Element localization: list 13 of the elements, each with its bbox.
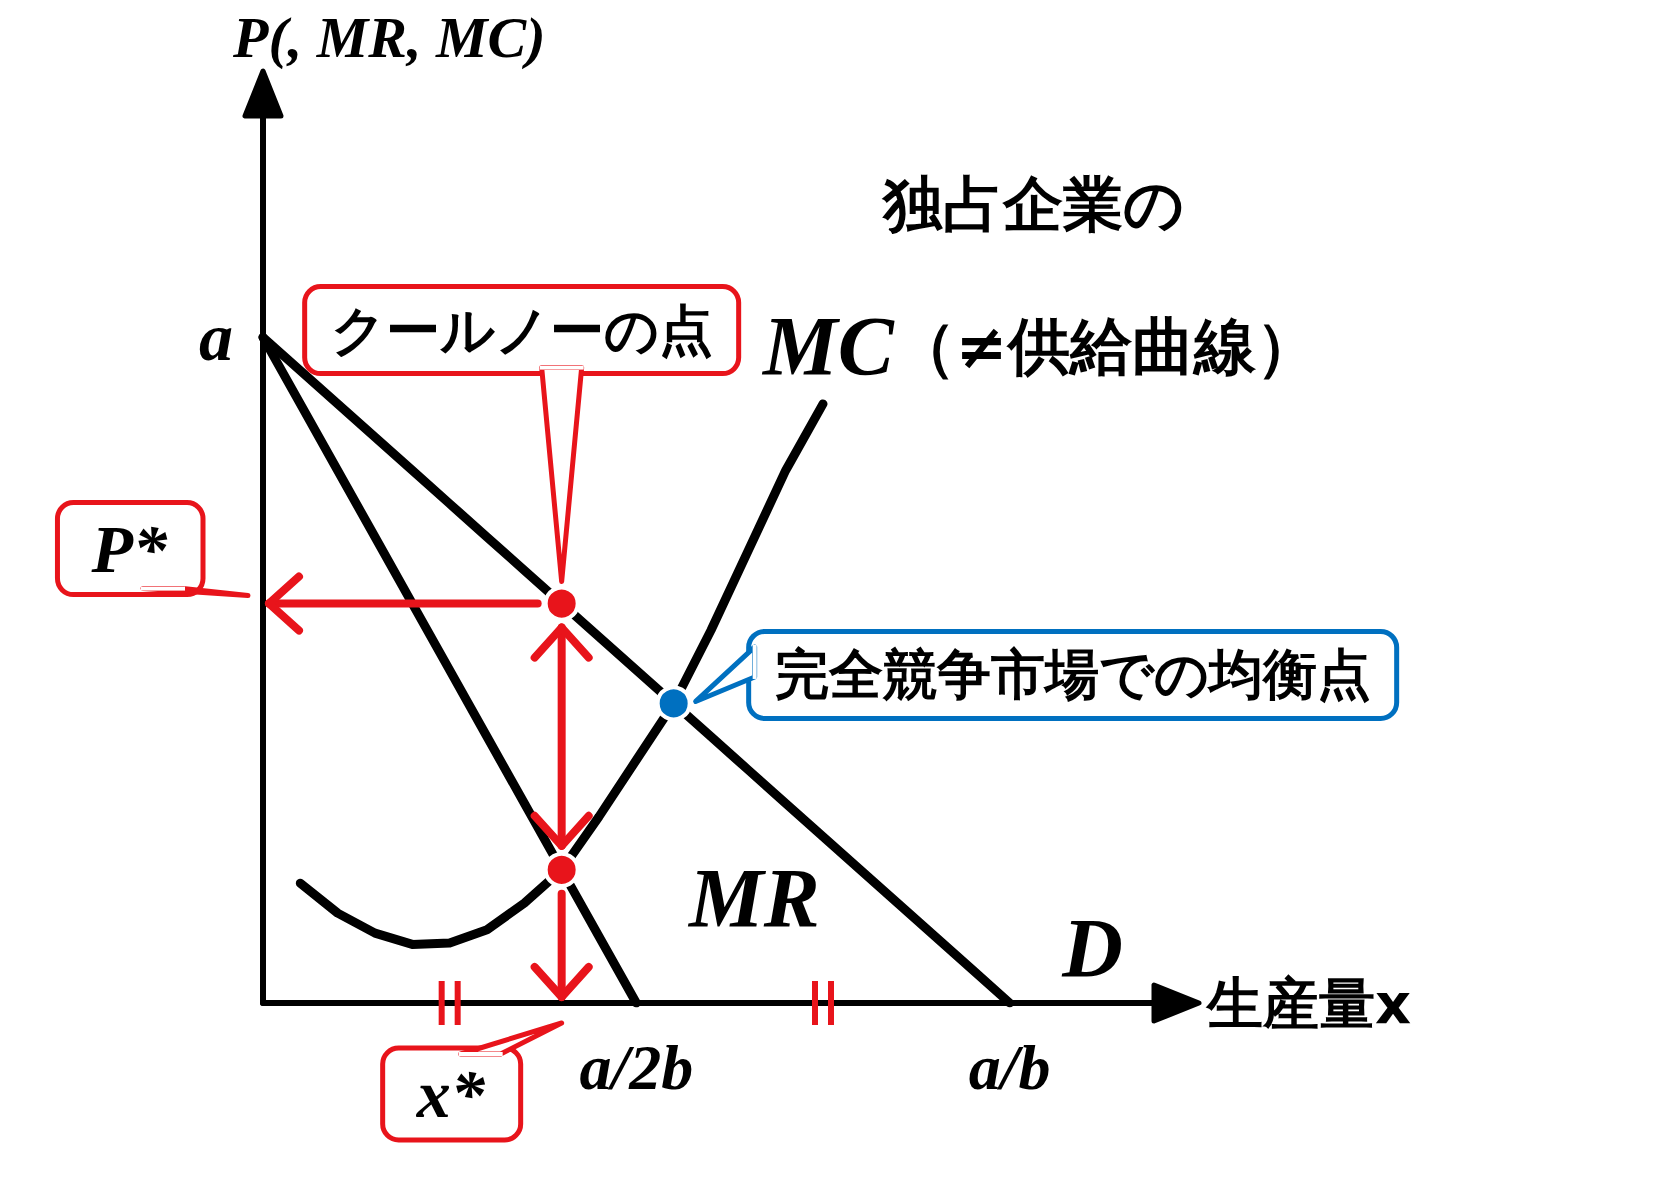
text: P* bbox=[90, 510, 168, 587]
annotation: 完全競争市場での均衡点 bbox=[774, 643, 1371, 707]
x-tick-label: a/b bbox=[968, 1031, 1051, 1103]
text: 独占企業の bbox=[881, 168, 1184, 239]
series-label: MR bbox=[687, 851, 820, 945]
text: a bbox=[199, 299, 233, 376]
annotation: クールノーの点 bbox=[330, 298, 713, 362]
text: x* bbox=[415, 1056, 486, 1132]
x-tick-label: a/2b bbox=[579, 1031, 694, 1103]
series-label: D bbox=[1061, 901, 1124, 995]
y-axis-title: P(, MR, MC) bbox=[232, 4, 546, 70]
x-axis-title: 生産量x bbox=[1205, 970, 1412, 1036]
series-label: MC（≠供給曲線） bbox=[761, 300, 1318, 394]
